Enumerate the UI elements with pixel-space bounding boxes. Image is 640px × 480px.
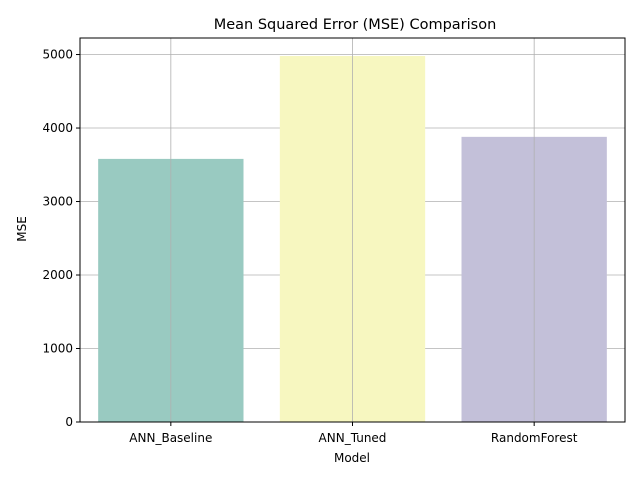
chart-title: Mean Squared Error (MSE) Comparison — [214, 17, 497, 33]
x-tick-label: RandomForest — [491, 431, 578, 445]
y-tick-label: 3000 — [42, 195, 73, 209]
y-tick-label: 2000 — [42, 268, 73, 282]
vertical-grid-layer — [170, 38, 535, 422]
y-tick-label: 5000 — [42, 48, 73, 62]
y-axis-ticks: 0 1000 2000 3000 4000 5000 — [42, 48, 80, 429]
y-tick-label: 0 — [65, 415, 73, 429]
y-tick-label: 1000 — [42, 342, 73, 356]
x-tick-label: ANN_Baseline — [129, 431, 212, 445]
y-axis-label: MSE — [15, 216, 29, 242]
x-axis-label: Model — [334, 451, 370, 465]
y-tick-label: 4000 — [42, 121, 73, 135]
x-axis-ticks: ANN_Baseline ANN_Tuned RandomForest — [129, 422, 578, 445]
x-tick-label: ANN_Tuned — [319, 431, 387, 445]
